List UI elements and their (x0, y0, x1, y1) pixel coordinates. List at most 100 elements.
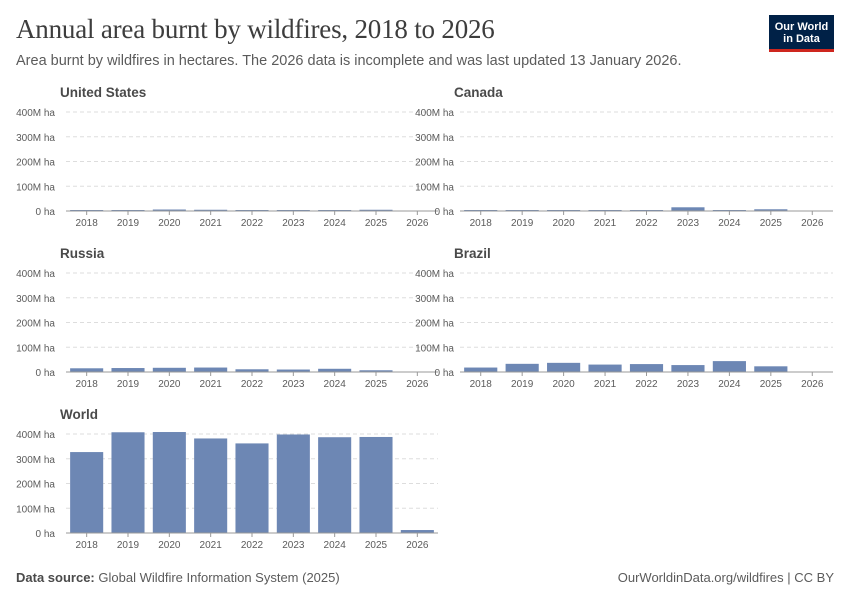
bar-2019 (111, 368, 145, 372)
x-tick-label: 2023 (677, 379, 700, 390)
y-tick-label: 0 ha (36, 207, 56, 218)
y-tick-label: 200M ha (16, 319, 55, 330)
x-tick-label: 2019 (117, 218, 140, 229)
y-tick-label: 100M ha (415, 343, 454, 354)
x-tick-label: 2025 (365, 540, 388, 551)
y-tick-label: 300M ha (16, 133, 55, 144)
x-tick-label: 2022 (241, 379, 264, 390)
bar-2020 (152, 209, 186, 211)
y-tick-label: 200M ha (415, 319, 454, 330)
x-tick-label: 2025 (760, 218, 783, 229)
bar-2018 (464, 367, 498, 372)
y-tick-label: 0 ha (36, 529, 56, 540)
x-tick-label: 2024 (718, 379, 741, 390)
bar-2020 (547, 362, 581, 372)
small-multiples-chart: United States 0 ha 100M ha 200M ha 300M ha 40… (16, 85, 833, 551)
bar-2025 (754, 366, 788, 372)
x-tick-label: 2024 (324, 379, 347, 390)
x-tick-label: 2020 (158, 540, 181, 551)
y-tick-label: 400M ha (415, 269, 454, 280)
x-tick-label: 2023 (282, 218, 305, 229)
y-tick-label: 100M ha (16, 182, 55, 193)
x-tick-label: 2026 (406, 540, 429, 551)
bar-2022 (235, 369, 269, 372)
bar-2025 (359, 209, 393, 211)
bar-2023 (671, 207, 705, 211)
y-tick-label: 0 ha (435, 368, 455, 379)
panel-title: Canada (454, 85, 503, 100)
y-tick-label: 100M ha (16, 343, 55, 354)
x-tick-label: 2019 (511, 379, 534, 390)
bar-2020 (152, 367, 186, 372)
bar-2024 (318, 437, 352, 533)
x-tick-label: 2024 (324, 218, 347, 229)
bar-2022 (235, 443, 269, 533)
y-tick-label: 100M ha (415, 182, 454, 193)
x-tick-label: 2022 (635, 218, 658, 229)
y-tick-label: 200M ha (16, 158, 55, 169)
bar-2018 (70, 452, 104, 533)
bar-2023 (276, 369, 310, 372)
bar-2020 (152, 432, 186, 533)
chart-title: Annual area burnt by wildfires, 2018 to … (16, 14, 495, 44)
bar-2023 (671, 365, 705, 372)
x-tick-label: 2018 (470, 218, 493, 229)
panel-title: United States (60, 85, 146, 100)
bar-2021 (194, 367, 228, 372)
y-tick-label: 0 ha (36, 368, 56, 379)
x-tick-label: 2019 (117, 379, 140, 390)
x-tick-label: 2025 (365, 218, 388, 229)
y-tick-label: 300M ha (415, 294, 454, 305)
data-source-text[interactable]: Global Wildfire Information System (2025… (98, 570, 340, 585)
x-tick-label: 2026 (801, 379, 824, 390)
x-tick-label: 2026 (406, 218, 429, 229)
y-tick-label: 300M ha (16, 455, 55, 466)
bar-2022 (629, 364, 664, 372)
x-tick-label: 2020 (552, 379, 575, 390)
x-tick-label: 2018 (76, 379, 99, 390)
bar-2019 (111, 432, 145, 533)
panel-title: World (60, 407, 98, 422)
x-tick-label: 2025 (760, 379, 783, 390)
x-tick-label: 2020 (158, 218, 181, 229)
x-tick-label: 2025 (365, 379, 388, 390)
bar-2025 (754, 209, 788, 211)
bar-2021 (588, 364, 622, 372)
x-tick-label: 2023 (677, 218, 700, 229)
y-tick-label: 300M ha (16, 294, 55, 305)
x-tick-label: 2023 (282, 379, 305, 390)
x-tick-label: 2021 (594, 218, 617, 229)
x-tick-label: 2019 (117, 540, 140, 551)
y-tick-label: 400M ha (415, 108, 454, 119)
bar-2021 (194, 209, 228, 211)
bar-2026 (400, 530, 434, 533)
y-tick-label: 400M ha (16, 269, 55, 280)
bar-2021 (194, 438, 228, 533)
logo-line-2: in Data (783, 33, 820, 45)
bar-2023 (276, 434, 310, 533)
x-tick-label: 2018 (76, 540, 99, 551)
x-tick-label: 2022 (241, 540, 264, 551)
x-tick-label: 2021 (594, 379, 617, 390)
y-tick-label: 200M ha (415, 158, 454, 169)
panel-title: Brazil (454, 246, 491, 261)
x-tick-label: 2019 (511, 218, 534, 229)
x-tick-label: 2026 (801, 218, 824, 229)
source-url[interactable]: OurWorldinData.org/wildfires | CC BY (617, 570, 834, 585)
bar-2025 (359, 436, 393, 533)
bar-2018 (70, 368, 104, 372)
bar-2024 (712, 361, 746, 372)
x-tick-label: 2021 (200, 218, 223, 229)
x-tick-label: 2021 (200, 540, 223, 551)
x-tick-label: 2026 (406, 379, 429, 390)
x-tick-label: 2018 (470, 379, 493, 390)
y-tick-label: 400M ha (16, 430, 55, 441)
y-tick-label: 0 ha (435, 207, 455, 218)
owid-logo[interactable]: Our World in Data (769, 15, 834, 52)
y-tick-label: 200M ha (16, 480, 55, 491)
bar-2019 (505, 363, 539, 372)
y-tick-label: 300M ha (415, 133, 454, 144)
y-tick-label: 400M ha (16, 108, 55, 119)
x-tick-label: 2024 (718, 218, 741, 229)
x-tick-label: 2020 (158, 379, 181, 390)
